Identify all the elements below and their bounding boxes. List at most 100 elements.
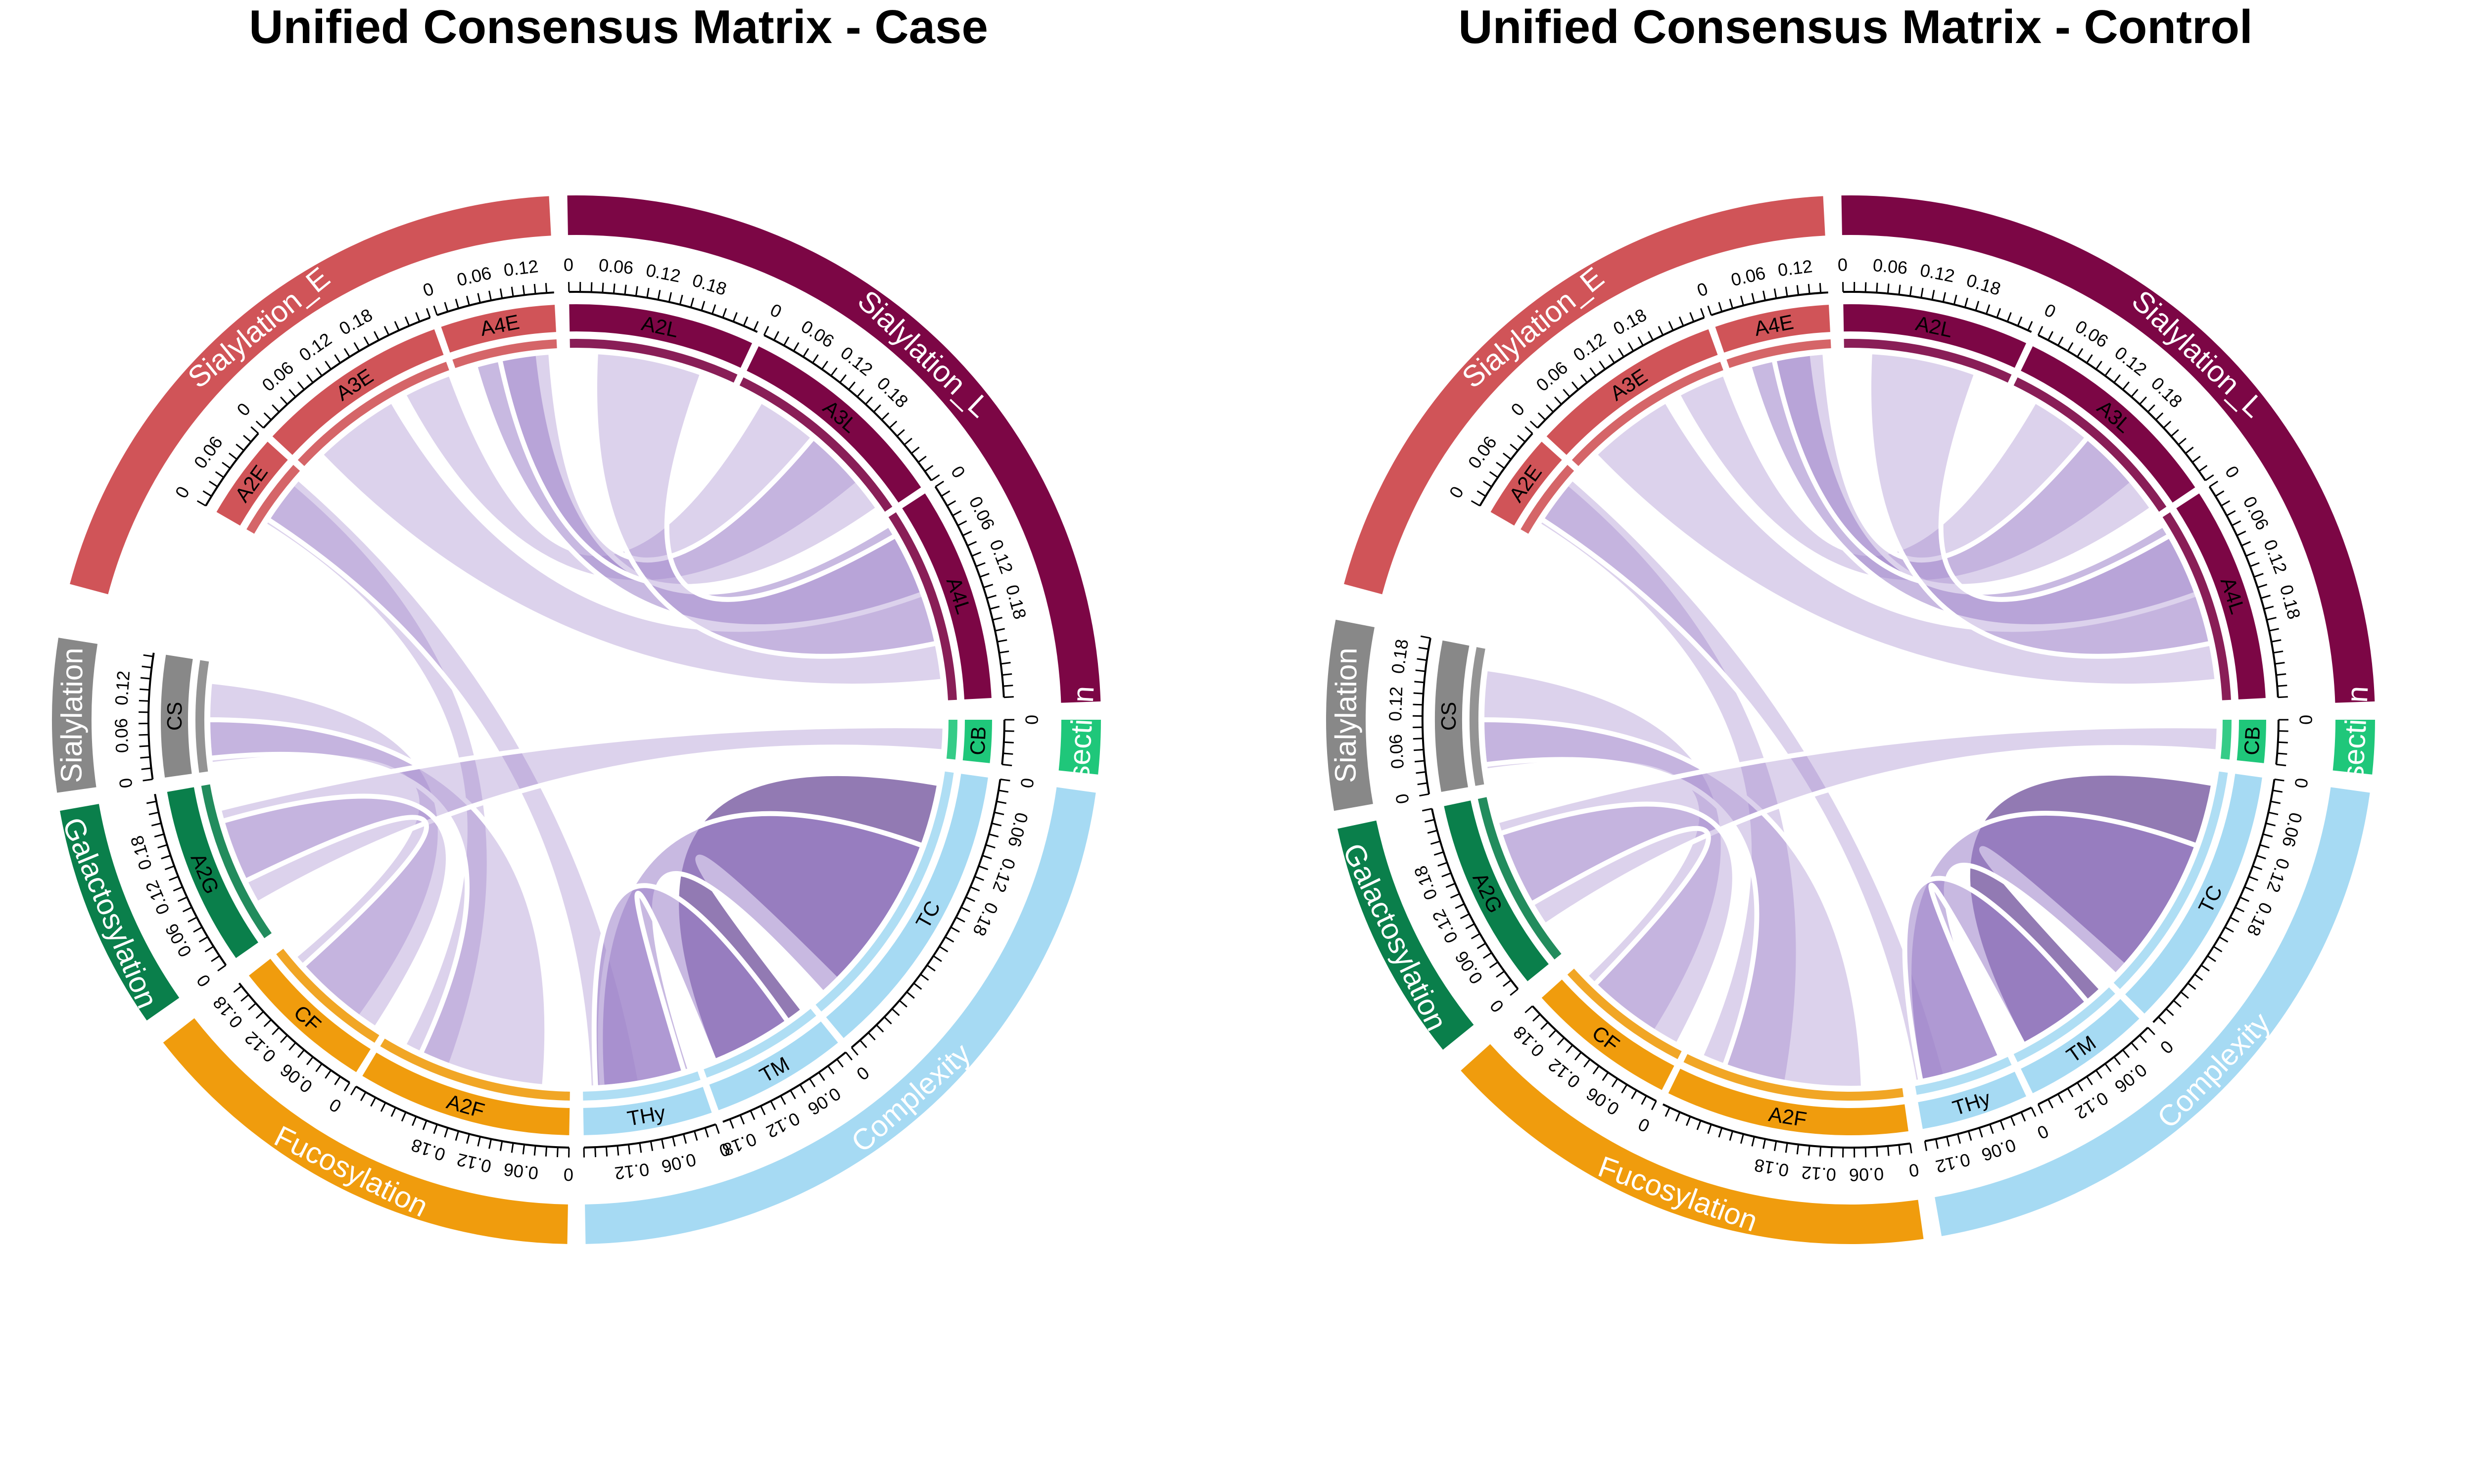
axis-tick-label: 0.06 <box>1385 734 1408 770</box>
axis-tick <box>2226 510 2236 516</box>
axis-tick <box>979 573 990 578</box>
sector-axis <box>584 1123 716 1149</box>
axis-tick <box>2155 412 2164 420</box>
axis-tick <box>926 964 936 972</box>
axis-tick <box>1689 312 1695 322</box>
axis-tick-label: 0.18 <box>1002 583 1031 621</box>
group-label: Bisection <box>2335 685 2375 807</box>
axis-tick <box>856 389 864 398</box>
axis-tick <box>1621 1084 1628 1094</box>
axis-tick-label: 0 <box>1486 996 1508 1016</box>
axis-tick <box>2113 1056 2121 1066</box>
axis-tick-label: 0 <box>564 1164 574 1185</box>
chord-link <box>400 370 862 585</box>
axis-tick <box>1762 290 1766 301</box>
axis-tick <box>859 1039 867 1048</box>
sector-arc <box>441 305 556 353</box>
axis-tick <box>998 789 1009 793</box>
axis-tick-label: 0.12 <box>2263 856 2293 895</box>
axis-tick <box>2269 628 2279 632</box>
sector-label: A2F <box>444 1090 487 1122</box>
sector-axis <box>147 652 155 780</box>
axis-tick <box>722 308 727 318</box>
axis-tick <box>1471 500 1480 507</box>
axis-tick <box>836 1059 844 1068</box>
axis-tick <box>1524 1005 1533 1014</box>
axis-tick <box>939 946 949 953</box>
axis-tick <box>904 437 912 446</box>
axis-tick <box>1740 295 1744 306</box>
axis-tick <box>422 1120 428 1130</box>
axis-tick <box>2131 1042 2139 1051</box>
sector-arc <box>1541 979 1674 1090</box>
axis-tick <box>2077 1082 2084 1092</box>
sector-label: CS <box>1437 702 1461 731</box>
axis-tick <box>198 936 208 943</box>
sector-axis <box>1531 1005 1657 1102</box>
axis-tick-label: 0.18 <box>2243 899 2277 939</box>
axis-tick <box>202 490 212 497</box>
axis-tick <box>2253 573 2264 578</box>
axis-tick <box>1583 1059 1591 1068</box>
axis-tick <box>753 321 759 331</box>
axis-tick <box>1773 1141 1777 1151</box>
axis-tick <box>1648 331 1654 341</box>
axis-tick <box>1482 480 1492 488</box>
axis-tick <box>962 530 972 536</box>
axis-tick <box>2274 778 2284 782</box>
axis-tick-label: 0 <box>2221 462 2243 481</box>
axis-tick <box>848 381 856 390</box>
chord-link <box>497 349 882 589</box>
axis-tick <box>1441 872 1451 878</box>
axis-tick <box>701 301 706 311</box>
axis-tick <box>1931 289 1935 300</box>
axis-tick <box>1796 1144 1800 1155</box>
axis-tick-label: 0 <box>564 254 574 275</box>
axis-tick-label: 0.06 <box>455 263 493 290</box>
axis-tick <box>140 756 150 759</box>
axis-tick <box>1675 1112 1681 1122</box>
axis-tick-label: 0.18 <box>335 304 376 339</box>
axis-tick <box>1422 808 1432 812</box>
axis-tick <box>1898 1145 1901 1155</box>
axis-tick <box>1887 1146 1890 1156</box>
sector-axis <box>1422 638 1431 794</box>
axis-tick <box>2067 1088 2074 1098</box>
axis-tick-label: 0.18 <box>690 270 729 299</box>
axis-tick <box>884 1016 892 1024</box>
axis-tick <box>248 1003 257 1011</box>
axis-tick <box>280 1034 288 1043</box>
axis-tick-label: 0.12 <box>1777 256 1814 280</box>
axis-tick <box>2236 530 2246 536</box>
chord-link <box>1746 350 2200 630</box>
axis-tick <box>2278 730 2288 732</box>
axis-tick <box>1496 971 1505 978</box>
axis-tick <box>891 1008 900 1017</box>
axis-tick <box>839 374 847 383</box>
chord-link <box>472 350 926 630</box>
axis-tick <box>995 628 1005 632</box>
axis-tick <box>2257 584 2268 589</box>
axis-tick <box>1471 933 1480 939</box>
axis-tick <box>650 1141 654 1151</box>
axis-tick-label: 0 <box>947 462 969 481</box>
axis-tick <box>690 297 694 308</box>
axis-tick <box>1611 1078 1618 1088</box>
axis-tick-label: 0.06 <box>805 1083 845 1119</box>
axis-tick <box>639 1143 642 1153</box>
axis-tick-label: 0.12 <box>455 1150 493 1177</box>
axis-tick <box>1413 703 1423 706</box>
axis-tick <box>1496 462 1505 469</box>
axis-tick <box>763 325 769 336</box>
axis-tick-label: 0.12 <box>1801 1162 1837 1185</box>
axis-tick <box>272 404 280 413</box>
axis-tick <box>960 906 971 913</box>
axis-tick <box>1476 942 1486 949</box>
axis-tick <box>2037 325 2044 336</box>
axis-tick <box>2266 616 2277 621</box>
axis-tick-label: 0 <box>233 399 254 420</box>
axis-tick <box>2031 1107 2037 1117</box>
axis-tick <box>325 361 332 370</box>
axis-tick <box>2122 1049 2130 1058</box>
axis-tick <box>2232 520 2241 526</box>
